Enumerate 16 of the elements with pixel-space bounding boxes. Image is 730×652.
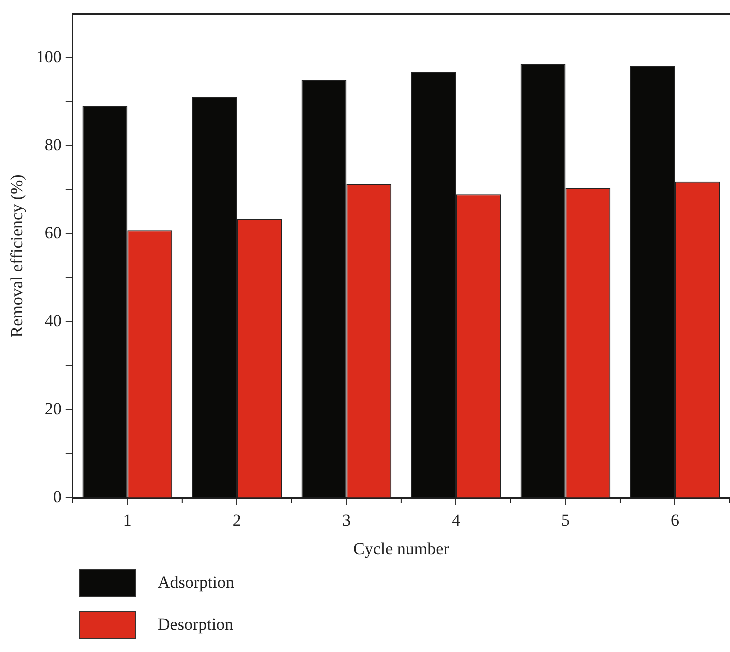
y-tick-label: 40	[44, 312, 62, 331]
x-tick-label: 5	[561, 510, 570, 530]
y-axis-title: Removal efficiency (%)	[8, 174, 27, 338]
y-tick-label: 100	[36, 48, 62, 67]
y-tick-label: 0	[53, 488, 62, 507]
legend-label: Adsorption	[158, 573, 234, 593]
x-tick-label: 2	[232, 510, 242, 530]
x-tick-label: 4	[452, 510, 461, 530]
y-tick-label: 80	[44, 136, 62, 155]
x-tick-label: 3	[342, 510, 351, 530]
y-tick-label: 60	[44, 224, 62, 243]
x-axis-title: Cycle number	[354, 539, 450, 558]
x-tick-label: 1	[123, 510, 132, 530]
x-tick-label: 6	[670, 510, 680, 530]
y-tick-label: 20	[44, 400, 62, 419]
legend-label: Desorption	[158, 615, 234, 635]
